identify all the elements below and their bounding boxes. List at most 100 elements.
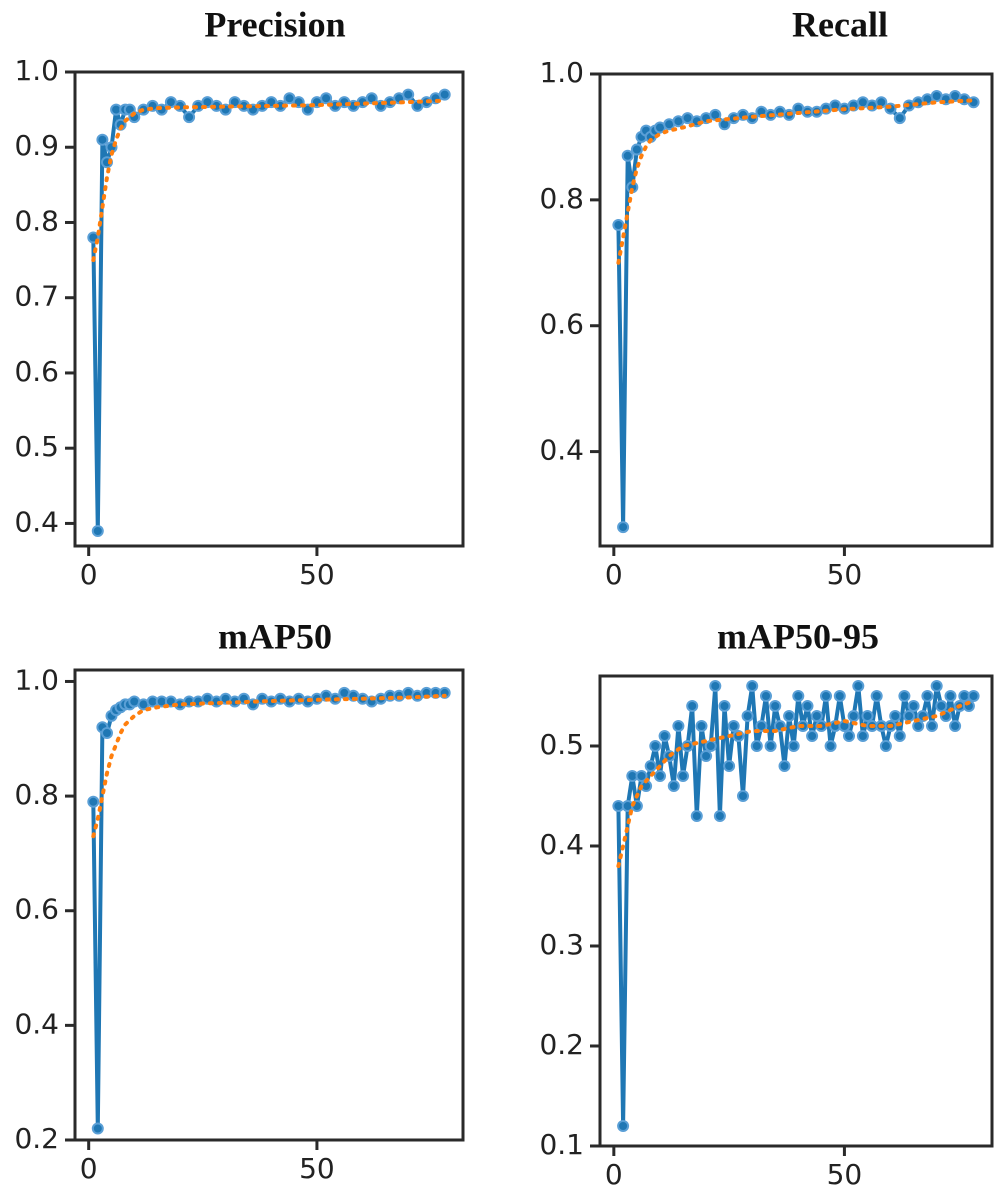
- chart-title: mAP50: [218, 616, 332, 656]
- data-point: [820, 690, 832, 702]
- y-tick-label: 0.3: [539, 928, 584, 961]
- data-point: [833, 690, 846, 702]
- data-point: [889, 710, 902, 722]
- data-point: [843, 730, 855, 742]
- data-point: [769, 700, 782, 712]
- data-point: [677, 770, 689, 782]
- x-tick-label: 50: [827, 558, 863, 591]
- data-point: [783, 710, 796, 722]
- y-tick-label: 0.4: [539, 434, 584, 467]
- data-point: [649, 740, 662, 752]
- chart-title: Recall: [792, 4, 888, 44]
- data-point: [713, 810, 726, 822]
- data-point: [746, 680, 759, 692]
- data-point: [755, 720, 768, 732]
- x-tick-label: 0: [605, 1158, 623, 1191]
- data-point: [944, 690, 957, 702]
- data-point: [806, 730, 819, 742]
- y-tick-label: 0.5: [14, 430, 59, 463]
- y-tick-label: 0.4: [539, 828, 584, 861]
- x-tick-label: 0: [80, 1152, 98, 1185]
- data-point: [879, 740, 892, 752]
- data-point: [87, 795, 100, 808]
- data-point: [91, 525, 104, 537]
- y-tick-label: 0.5: [539, 728, 584, 761]
- data-point: [930, 680, 943, 692]
- chart-panel-2: Recall 0.4 0.6 0.8 1.0 0 50: [539, 4, 994, 591]
- data-point: [320, 92, 333, 105]
- y-tick-label: 0.6: [14, 355, 59, 388]
- y-tick-label: 0.2: [539, 1028, 584, 1061]
- smooth-series-line: [91, 693, 447, 839]
- x-tick-label: 0: [80, 558, 98, 591]
- y-tick-label: 0.8: [539, 182, 584, 215]
- x-tick-label: 50: [299, 558, 335, 591]
- data-point: [801, 700, 814, 712]
- data-point: [612, 219, 625, 231]
- data-point: [686, 700, 699, 712]
- y-tick-label: 0.6: [539, 308, 584, 341]
- chart-panel-4: mAP50-95 0.1 0.2 0.3 0.4 0.5 0 50: [539, 616, 994, 1191]
- data-point: [893, 112, 906, 125]
- data-point: [672, 720, 685, 732]
- data-point: [695, 720, 708, 732]
- data-point: [183, 111, 196, 124]
- data-point: [741, 710, 754, 722]
- chart-panel-1: Precision 0.4 0.5 0.6 0.7 0.8 0.9 1.0 0 50: [14, 4, 465, 591]
- data-point: [301, 103, 314, 116]
- raw-series-line: [91, 690, 445, 1131]
- x-tick-label: 50: [299, 1152, 335, 1185]
- data-point: [935, 700, 948, 712]
- data-point: [438, 88, 451, 101]
- data-point: [365, 92, 378, 105]
- data-point: [912, 720, 925, 732]
- plot-frame: [73, 70, 465, 548]
- data-point: [861, 710, 874, 722]
- smooth-series-line: [616, 699, 976, 868]
- data-point: [727, 720, 740, 732]
- plot-frame: [598, 72, 994, 548]
- raw-series-line: [616, 94, 975, 530]
- data-point: [709, 680, 722, 692]
- data-point: [967, 690, 980, 702]
- y-tick-label: 0.4: [14, 1007, 59, 1040]
- smooth-series-line: [616, 98, 976, 265]
- data-point: [667, 780, 680, 792]
- data-point: [921, 690, 934, 702]
- y-tick-label: 0.8: [14, 778, 59, 811]
- y-tick-label: 1.0: [14, 54, 59, 87]
- y-tick-label: 0.1: [539, 1128, 584, 1161]
- data-point: [402, 88, 415, 101]
- data-point: [654, 770, 666, 782]
- data-point: [778, 760, 791, 772]
- data-point: [101, 727, 113, 739]
- data-point: [949, 720, 962, 732]
- data-point: [898, 690, 911, 702]
- plot-frame: [598, 674, 994, 1148]
- chart-panel-3: mAP50 0.2 0.4 0.6 0.8 1.0 0 50: [14, 616, 465, 1185]
- data-point: [787, 740, 800, 752]
- data-point: [658, 730, 671, 742]
- data-point: [870, 690, 883, 702]
- data-point: [737, 790, 749, 802]
- data-point: [96, 133, 109, 146]
- y-tick-label: 0.8: [14, 204, 59, 237]
- x-tick-label: 0: [605, 558, 623, 591]
- data-point: [621, 149, 634, 162]
- data-point: [764, 740, 777, 752]
- data-point: [690, 810, 703, 822]
- data-point: [903, 710, 915, 722]
- data-point: [617, 521, 630, 534]
- plot-frame: [73, 668, 465, 1142]
- data-point: [810, 710, 823, 722]
- y-tick-label: 0.6: [14, 893, 59, 926]
- data-point: [750, 740, 763, 752]
- y-tick-label: 0.9: [14, 129, 59, 162]
- data-point: [617, 1120, 630, 1132]
- chart-title: mAP50-95: [717, 616, 879, 656]
- chart-title: Precision: [204, 4, 345, 44]
- raw-series-line: [91, 92, 446, 533]
- y-tick-label: 1.0: [14, 663, 59, 696]
- data-point: [847, 710, 860, 722]
